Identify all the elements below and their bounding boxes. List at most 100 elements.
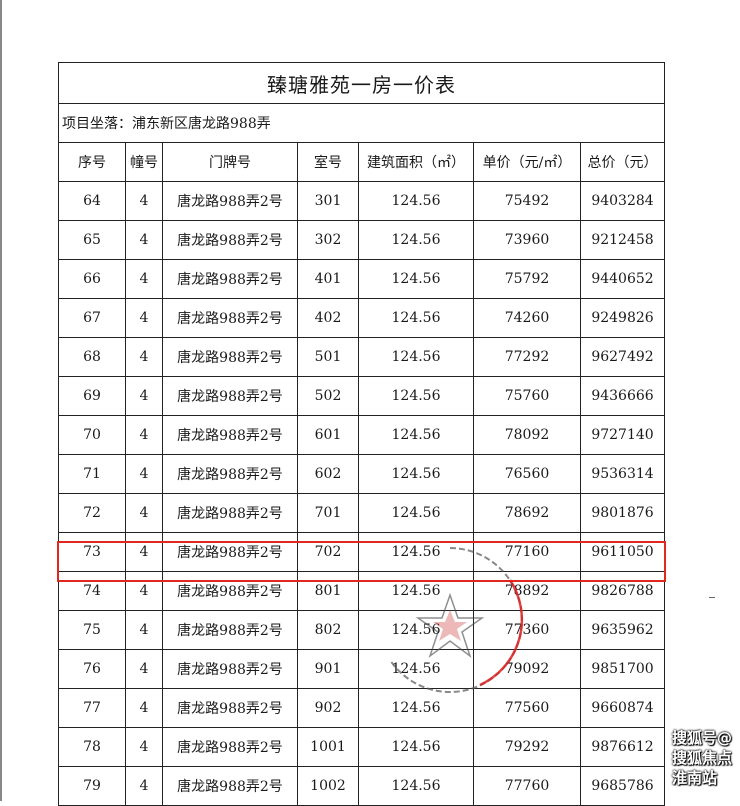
unit-price-cell: 77760 <box>473 766 581 806</box>
total-price-cell: 9212458 <box>579 220 666 260</box>
stray-mark <box>709 597 715 598</box>
room-cell: 801 <box>297 571 359 611</box>
address-cell: 唐龙路988弄2号 <box>162 688 298 728</box>
area-cell: 124.56 <box>358 337 474 377</box>
address-cell: 唐龙路988弄2号 <box>162 727 298 767</box>
total-price-cell: 9403284 <box>579 181 666 221</box>
address-cell: 唐龙路988弄2号 <box>162 259 298 299</box>
total-price-cell: 9727140 <box>579 415 666 455</box>
table-row: 70 4 唐龙路988弄2号 601 124.56 78092 9727140 <box>58 415 666 455</box>
total-price-cell: 9876612 <box>579 727 666 767</box>
address-cell: 唐龙路988弄2号 <box>162 766 298 806</box>
building-cell: 4 <box>125 571 163 611</box>
unit-price-cell: 74260 <box>473 298 581 338</box>
area-cell: 124.56 <box>358 493 474 533</box>
building-cell: 4 <box>125 415 163 455</box>
address-cell: 唐龙路988弄2号 <box>162 220 298 260</box>
unit-price-cell: 78692 <box>473 493 581 533</box>
table-row: 73 4 唐龙路988弄2号 702 124.56 77160 9611050 <box>58 532 666 572</box>
seq-cell: 78 <box>58 727 126 767</box>
address-cell: 唐龙路988弄2号 <box>162 610 298 650</box>
unit-price-cell: 75492 <box>473 181 581 221</box>
area-cell: 124.56 <box>358 181 474 221</box>
total-price-cell: 9440652 <box>579 259 666 299</box>
table-row: 72 4 唐龙路988弄2号 701 124.56 78692 9801876 <box>58 493 666 533</box>
area-cell: 124.56 <box>358 766 474 806</box>
building-cell: 4 <box>125 220 163 260</box>
table-row: 79 4 唐龙路988弄2号 1002 124.56 77760 9685786 <box>58 766 666 806</box>
table-row: 66 4 唐龙路988弄2号 401 124.56 75792 9440652 <box>58 259 666 299</box>
area-cell: 124.56 <box>358 532 474 572</box>
column-header: 室号 <box>297 142 359 182</box>
address-cell: 唐龙路988弄2号 <box>162 571 298 611</box>
scan-edge <box>0 0 2 801</box>
column-header: 序号 <box>58 142 126 182</box>
column-header: 门牌号 <box>162 142 298 182</box>
total-price-cell: 9660874 <box>579 688 666 728</box>
table-row: 77 4 唐龙路988弄2号 902 124.56 77560 9660874 <box>58 688 666 728</box>
column-header: 单价（元/㎡） <box>473 142 581 182</box>
area-cell: 124.56 <box>358 688 474 728</box>
seq-cell: 64 <box>58 181 126 221</box>
unit-price-cell: 76560 <box>473 454 581 494</box>
seq-cell: 68 <box>58 337 126 377</box>
seq-cell: 79 <box>58 766 126 806</box>
area-cell: 124.56 <box>358 376 474 416</box>
building-cell: 4 <box>125 766 163 806</box>
room-cell: 302 <box>297 220 359 260</box>
seq-cell: 74 <box>58 571 126 611</box>
room-cell: 402 <box>297 298 359 338</box>
building-cell: 4 <box>125 727 163 767</box>
room-cell: 602 <box>297 454 359 494</box>
building-cell: 4 <box>125 493 163 533</box>
total-price-cell: 9627492 <box>579 337 666 377</box>
room-cell: 1001 <box>297 727 359 767</box>
total-price-cell: 9851700 <box>579 649 666 689</box>
address-cell: 唐龙路988弄2号 <box>162 415 298 455</box>
unit-price-cell: 77560 <box>473 688 581 728</box>
total-price-cell: 9249826 <box>579 298 666 338</box>
seq-cell: 73 <box>58 532 126 572</box>
room-cell: 902 <box>297 688 359 728</box>
table-row: 76 4 唐龙路988弄2号 901 124.56 79092 9851700 <box>58 649 666 689</box>
building-cell: 4 <box>125 649 163 689</box>
project-location: 项目坐落：浦东新区唐龙路988弄 <box>57 103 666 143</box>
area-cell: 124.56 <box>358 220 474 260</box>
building-cell: 4 <box>125 337 163 377</box>
unit-price-cell: 75760 <box>473 376 581 416</box>
building-cell: 4 <box>125 532 163 572</box>
column-header: 总价（元） <box>579 142 666 182</box>
room-cell: 401 <box>297 259 359 299</box>
room-cell: 502 <box>297 376 359 416</box>
unit-price-cell: 79092 <box>473 649 581 689</box>
room-cell: 802 <box>297 610 359 650</box>
building-cell: 4 <box>125 376 163 416</box>
unit-price-cell: 78092 <box>473 415 581 455</box>
table-row: 64 4 唐龙路988弄2号 301 124.56 75492 9403284 <box>58 181 666 221</box>
unit-price-cell: 75792 <box>473 259 581 299</box>
table-row: 75 4 唐龙路988弄2号 802 124.56 77360 9635962 <box>58 610 666 650</box>
total-price-cell: 9635962 <box>579 610 666 650</box>
area-cell: 124.56 <box>358 259 474 299</box>
table-row: 78 4 唐龙路988弄2号 1001 124.56 79292 9876612 <box>58 727 666 767</box>
address-cell: 唐龙路988弄2号 <box>162 493 298 533</box>
area-cell: 124.56 <box>358 727 474 767</box>
watermark: 搜狐号@搜狐焦点淮南站 <box>672 729 733 787</box>
address-cell: 唐龙路988弄2号 <box>162 376 298 416</box>
unit-price-cell: 77292 <box>473 337 581 377</box>
price-table: 臻瑭雅苑一房一价表 项目坐落：浦东新区唐龙路988弄 序号 幢号 门牌号 室号 建筑面积… <box>57 62 666 806</box>
total-price-cell: 9826788 <box>579 571 666 611</box>
area-cell: 124.56 <box>358 298 474 338</box>
building-cell: 4 <box>125 610 163 650</box>
address-cell: 唐龙路988弄2号 <box>162 532 298 572</box>
building-cell: 4 <box>125 259 163 299</box>
room-cell: 702 <box>297 532 359 572</box>
column-header: 建筑面积（㎡） <box>358 142 474 182</box>
seq-cell: 72 <box>58 493 126 533</box>
unit-price-cell: 77360 <box>473 610 581 650</box>
seq-cell: 75 <box>58 610 126 650</box>
table-row: 65 4 唐龙路988弄2号 302 124.56 73960 9212458 <box>58 220 666 260</box>
room-cell: 901 <box>297 649 359 689</box>
room-cell: 301 <box>297 181 359 221</box>
building-cell: 4 <box>125 454 163 494</box>
